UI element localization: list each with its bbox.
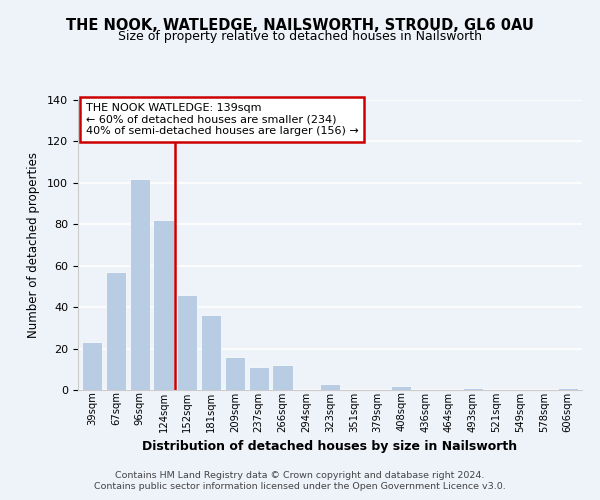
- Bar: [272, 365, 293, 390]
- Bar: [82, 342, 103, 390]
- Bar: [106, 272, 126, 390]
- Text: Contains HM Land Registry data © Crown copyright and database right 2024.: Contains HM Land Registry data © Crown c…: [115, 471, 485, 480]
- Text: THE NOOK WATLEDGE: 139sqm
← 60% of detached houses are smaller (234)
40% of semi: THE NOOK WATLEDGE: 139sqm ← 60% of detac…: [86, 103, 358, 136]
- Bar: [463, 388, 483, 390]
- Bar: [557, 388, 578, 390]
- Bar: [201, 316, 221, 390]
- Bar: [177, 294, 197, 390]
- Text: Size of property relative to detached houses in Nailsworth: Size of property relative to detached ho…: [118, 30, 482, 43]
- Y-axis label: Number of detached properties: Number of detached properties: [27, 152, 40, 338]
- Text: THE NOOK, WATLEDGE, NAILSWORTH, STROUD, GL6 0AU: THE NOOK, WATLEDGE, NAILSWORTH, STROUD, …: [66, 18, 534, 32]
- Bar: [154, 220, 173, 390]
- Bar: [130, 178, 150, 390]
- Bar: [320, 384, 340, 390]
- X-axis label: Distribution of detached houses by size in Nailsworth: Distribution of detached houses by size …: [142, 440, 518, 453]
- Text: Contains public sector information licensed under the Open Government Licence v3: Contains public sector information licen…: [94, 482, 506, 491]
- Bar: [225, 357, 245, 390]
- Bar: [248, 367, 269, 390]
- Bar: [391, 386, 412, 390]
